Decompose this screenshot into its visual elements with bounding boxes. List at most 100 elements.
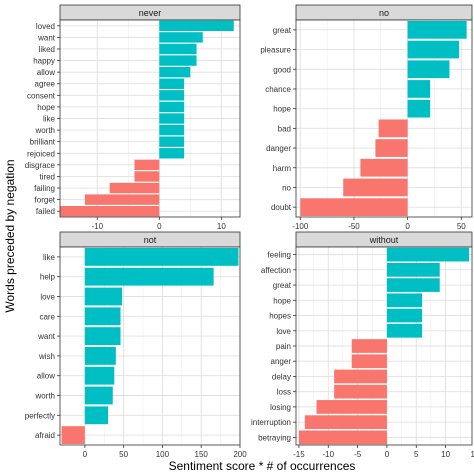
facet-panels: never loved want liked happy allow agree consen… bbox=[25, 4, 474, 459]
bar-great bbox=[407, 20, 467, 39]
y-tick-label: agree bbox=[35, 80, 56, 89]
x-tick-label: 100 bbox=[156, 450, 170, 459]
bar-forget bbox=[84, 194, 160, 205]
x-tick-label: -10 bbox=[322, 450, 334, 459]
y-tick-label: allow bbox=[37, 372, 55, 381]
y-tick-label: like bbox=[43, 115, 56, 124]
y-tick-label: forget bbox=[35, 196, 56, 205]
bar-betraying bbox=[298, 430, 387, 445]
panel-border bbox=[59, 246, 241, 446]
y-tick-label: great bbox=[273, 281, 292, 290]
bar-no bbox=[343, 178, 408, 197]
bar-danger bbox=[375, 139, 408, 157]
y-tick-label: happy bbox=[33, 57, 55, 66]
facet-label: no bbox=[379, 8, 389, 18]
y-tick-label: hopes bbox=[269, 312, 291, 321]
facet-not: not like help love care want wish allow worth per… bbox=[25, 231, 247, 459]
bar-good bbox=[407, 60, 450, 79]
y-tick-label: failing bbox=[34, 184, 55, 193]
y-tick-label: brilliant bbox=[30, 138, 56, 147]
y-tick-label: want bbox=[37, 33, 56, 42]
bar-care bbox=[84, 307, 121, 326]
y-tick-label: help bbox=[40, 273, 56, 282]
x-tick-label: 0 bbox=[405, 222, 410, 231]
bar-allow bbox=[159, 66, 191, 78]
y-tick-label: failed bbox=[36, 207, 55, 216]
bar-interruption bbox=[304, 415, 387, 430]
y-tick-label: hope bbox=[37, 103, 55, 112]
bar-hope bbox=[159, 101, 185, 113]
y-tick-label: bad bbox=[278, 124, 291, 133]
y-tick-label: afraid bbox=[35, 431, 55, 440]
bar-perfectly bbox=[84, 406, 109, 425]
x-tick-label: -15 bbox=[293, 450, 305, 459]
bar-failing bbox=[109, 182, 160, 194]
x-tick-label: 5 bbox=[414, 450, 419, 459]
y-tick-label: delay bbox=[272, 372, 291, 381]
y-tick-label: rejoiced bbox=[27, 149, 55, 158]
y-tick-label: harm bbox=[273, 164, 292, 173]
x-tick-label: -10 bbox=[91, 222, 103, 231]
bar-pleasure bbox=[407, 40, 460, 59]
x-tick-label: 150 bbox=[195, 450, 209, 459]
bar-happy bbox=[159, 55, 197, 66]
y-tick-label: anger bbox=[271, 357, 292, 366]
panel-border bbox=[295, 246, 473, 446]
bar-anger bbox=[351, 354, 387, 369]
y-tick-label: loved bbox=[36, 22, 55, 31]
y-tick-label: want bbox=[37, 332, 56, 341]
y-tick-label: consent bbox=[27, 91, 56, 100]
x-tick-label: 10 bbox=[217, 222, 226, 231]
bar-allow bbox=[84, 366, 115, 385]
x-tick-label: 0 bbox=[157, 222, 162, 231]
y-tick-label: losing bbox=[270, 403, 291, 412]
bar-rejoiced bbox=[159, 148, 185, 159]
bar-want bbox=[84, 327, 121, 346]
x-axis-title: Sentiment score * # of occurrences bbox=[169, 459, 356, 473]
y-tick-label: disgrace bbox=[25, 161, 56, 170]
panel-border bbox=[59, 19, 241, 218]
facet-label: not bbox=[144, 235, 157, 245]
bar-help bbox=[84, 267, 214, 286]
y-tick-label: interruption bbox=[251, 418, 291, 427]
y-tick-label: allow bbox=[37, 68, 55, 77]
y-tick-label: pain bbox=[276, 342, 291, 351]
bar-agree bbox=[159, 78, 185, 89]
bar-harm bbox=[360, 158, 408, 177]
x-tick-label: -100 bbox=[292, 222, 309, 231]
y-tick-label: love bbox=[276, 327, 291, 336]
y-tick-label: great bbox=[273, 26, 292, 35]
y-tick-label: no bbox=[282, 183, 291, 192]
bar-loss bbox=[334, 384, 387, 399]
bar-hope bbox=[407, 99, 431, 118]
x-tick-label: 50 bbox=[457, 222, 466, 231]
x-tick-label: -50 bbox=[348, 222, 360, 231]
bar-want bbox=[159, 32, 203, 43]
bar-delay bbox=[334, 369, 387, 384]
y-tick-label: pleasure bbox=[260, 46, 291, 55]
bar-like bbox=[84, 247, 239, 266]
bar-worth bbox=[159, 124, 185, 136]
x-tick-label: 0 bbox=[83, 450, 88, 459]
y-tick-label: care bbox=[39, 312, 55, 321]
y-tick-label: good bbox=[273, 65, 291, 74]
y-tick-label: betraying bbox=[258, 433, 291, 442]
x-tick-label: 15 bbox=[470, 450, 474, 459]
bar-loved bbox=[159, 20, 234, 32]
y-tick-label: worth bbox=[34, 392, 55, 401]
y-tick-label: liked bbox=[39, 45, 55, 54]
y-tick-label: doubt bbox=[271, 203, 292, 212]
bar-worth bbox=[84, 386, 113, 405]
y-tick-label: hope bbox=[273, 296, 291, 305]
facet-without: without feeling affection great hope hopes lov… bbox=[251, 231, 474, 459]
bar-doubt bbox=[300, 198, 408, 217]
panel-border bbox=[295, 19, 473, 218]
x-tick-label: -5 bbox=[354, 450, 362, 459]
y-tick-label: affection bbox=[261, 266, 291, 275]
bar-chance bbox=[407, 80, 431, 98]
bar-losing bbox=[316, 400, 387, 414]
bar-hopes bbox=[386, 308, 423, 323]
y-axis-title: Words preceded by negation bbox=[3, 159, 17, 312]
x-tick-label: 200 bbox=[233, 450, 247, 459]
